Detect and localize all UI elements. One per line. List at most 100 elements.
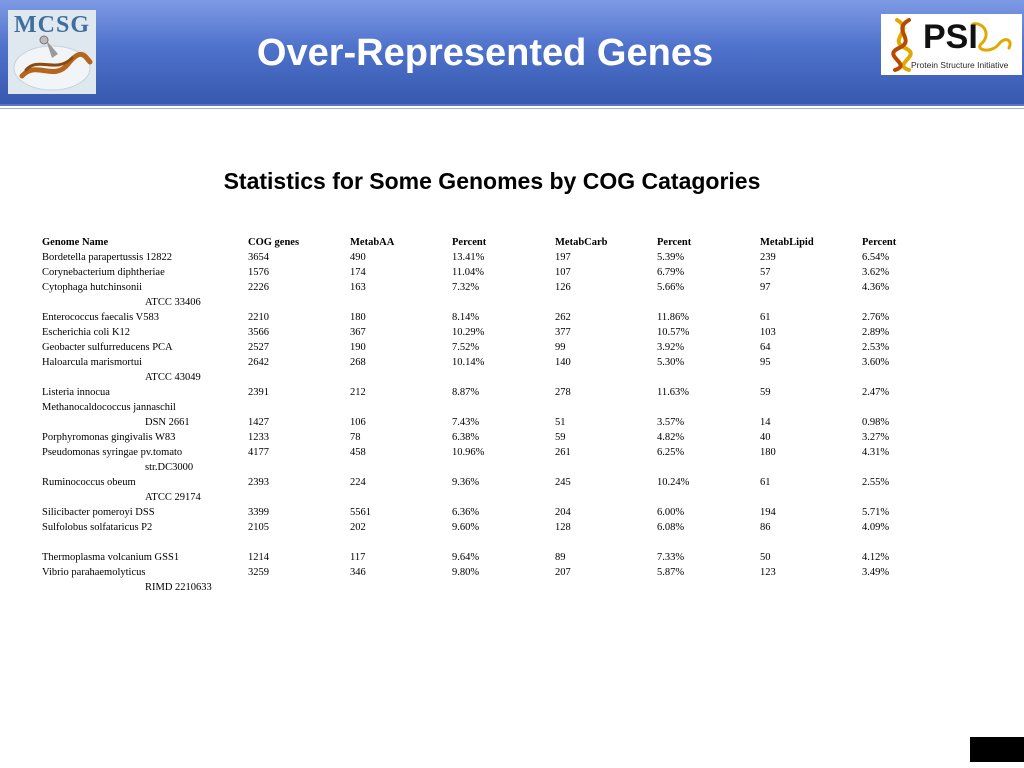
slide-title: Over-Represented Genes [256, 32, 714, 74]
table-cell: 99 [555, 342, 566, 353]
table-cell: 4.31% [862, 447, 890, 458]
column-header: MetabAA [350, 237, 395, 248]
table-heading: Statistics for Some Genomes by COG Catag… [223, 168, 761, 194]
mcsg-logo: MCSG [8, 10, 96, 94]
table-cell: 2.55% [862, 477, 890, 488]
table-cell: 3566 [248, 327, 269, 338]
table-cell: 11.86% [657, 312, 689, 323]
table-cell: 3.60% [862, 357, 890, 368]
genome-name-cell: str.DC3000 [145, 462, 194, 473]
table-cell: 262 [555, 312, 571, 323]
psi-logo-helix-graphic [891, 18, 1012, 72]
table-cell: 204 [555, 507, 571, 518]
genome-name-cell: RIMD 2210633 [145, 582, 212, 593]
mcsg-logo-graphic [13, 35, 93, 91]
table-cell: 6.08% [657, 522, 685, 533]
table-cell: 6.38% [452, 432, 480, 443]
table-cell: 3.62% [862, 267, 890, 278]
table-cell: 5.39% [657, 252, 685, 263]
table-cell: 180 [760, 447, 776, 458]
table-cell: 207 [555, 567, 571, 578]
mcsg-logo-text: MCSG [14, 12, 90, 38]
table-cell: 1233 [248, 432, 269, 443]
table-cell: 6.36% [452, 507, 480, 518]
table-cell: 103 [760, 327, 776, 338]
corner-box [970, 737, 1024, 762]
table-cell: 9.36% [452, 477, 480, 488]
column-header: Genome Name [42, 237, 109, 248]
table-cell: 123 [760, 567, 776, 578]
table-cell: 97 [760, 282, 771, 293]
table-cell: 61 [760, 477, 771, 488]
genome-name-cell: Enterococcus faecalis V583 [42, 312, 160, 323]
genome-name-cell: ATCC 29174 [145, 492, 201, 503]
genome-name-cell: Escherichia coli K12 [42, 327, 131, 338]
column-header: Percent [657, 237, 692, 248]
table-cell: 3399 [248, 507, 269, 518]
table-cell: 2642 [248, 357, 269, 368]
table-cell: 78 [350, 432, 361, 443]
table-cell: 9.80% [452, 567, 480, 578]
table-cell: 5.66% [657, 282, 685, 293]
table-cell: 261 [555, 447, 571, 458]
table-cell: 4.09% [862, 522, 890, 533]
genome-name-cell: Thermoplasma volcanium GSS1 [42, 552, 180, 563]
table-cell: 2226 [248, 282, 269, 293]
table-cell: 367 [350, 327, 366, 338]
table-cell: 50 [760, 552, 771, 563]
table-cell: 57 [760, 267, 771, 278]
genome-name-cell: Cytophaga hutchinsonii [42, 282, 143, 293]
table-cell: 163 [350, 282, 366, 293]
table-cell: 7.32% [452, 282, 480, 293]
table-cell: 3.57% [657, 417, 685, 428]
table-cell: 64 [760, 342, 771, 353]
table-cell: 1576 [248, 267, 269, 278]
table-cell: 10.96% [452, 447, 485, 458]
genome-name-cell: Vibrio parahaemolyticus [42, 567, 146, 578]
genome-name-cell: Silicibacter pomeroyi DSS [42, 507, 155, 518]
table-cell: 106 [350, 417, 366, 428]
genome-name-cell: ATCC 33406 [145, 297, 201, 308]
table-cell: 224 [350, 477, 366, 488]
table-cell: 9.60% [452, 522, 480, 533]
genome-name-cell: Sulfolobus solfataricus P2 [42, 522, 153, 533]
table-cell: 59 [760, 387, 771, 398]
table-cell: 2.47% [862, 387, 890, 398]
table-cell: 7.52% [452, 342, 480, 353]
genome-name-cell: Haloarcula marismortui [42, 357, 143, 368]
table-cell: 1214 [248, 552, 269, 563]
psi-logo: PSI Protein Structure Initiative [881, 14, 1022, 75]
table-cell: 10.57% [657, 327, 690, 338]
genome-name-cell: Methanocaldococcus jannaschil [42, 402, 176, 413]
table-cell: 4.82% [657, 432, 685, 443]
table-cell: 6.25% [657, 447, 685, 458]
table-cell: 8.14% [452, 312, 480, 323]
table-cell: 458 [350, 447, 366, 458]
genome-name-cell: Listeria innocua [42, 387, 110, 398]
table-cell: 7.43% [452, 417, 480, 428]
table-cell: 11.04% [452, 267, 484, 278]
column-header: COG genes [248, 237, 300, 248]
table-cell: 117 [350, 552, 366, 563]
table-cell: 59 [555, 432, 566, 443]
table-cell: 5.87% [657, 567, 685, 578]
column-header: MetabCarb [555, 237, 608, 248]
table-cell: 245 [555, 477, 571, 488]
table-cell: 89 [555, 552, 566, 563]
table-cell: 5.71% [862, 507, 890, 518]
table-cell: 4.36% [862, 282, 890, 293]
genome-name-cell: Corynebacterium diphtheriae [42, 267, 165, 278]
table-cell: 4177 [248, 447, 269, 458]
table-cell: 2.89% [862, 327, 890, 338]
table-cell: 6.79% [657, 267, 685, 278]
header-divider [0, 104, 1024, 106]
table-cell: 174 [350, 267, 366, 278]
table-cell: 126 [555, 282, 571, 293]
table-cell: 51 [555, 417, 566, 428]
table-cell: 197 [555, 252, 571, 263]
table-cell: 6.00% [657, 507, 685, 518]
table-cell: 346 [350, 567, 366, 578]
table-cell: 10.29% [452, 327, 485, 338]
genome-name-cell: Bordetella parapertussis 12822 [42, 252, 173, 263]
table-cell: 194 [760, 507, 776, 518]
